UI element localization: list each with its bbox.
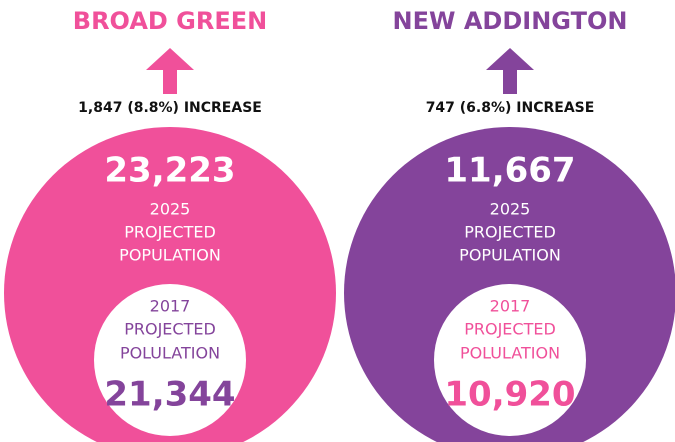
- panels: BROAD GREEN 1,847 (8.8%) INCREASE 23,223…: [4, 7, 675, 442]
- current-value: 21,344: [104, 375, 235, 415]
- increase-label: 1,847 (8.8%) INCREASE: [78, 100, 262, 116]
- arrow-head: [146, 48, 194, 70]
- current-line2: POLULATION: [120, 344, 220, 363]
- arrow-head: [486, 48, 534, 70]
- panel-new-addington: NEW ADDINGTON 747 (6.8%) INCREASE 11,667…: [344, 7, 675, 442]
- current-year: 2017: [150, 297, 191, 316]
- future-value: 23,223: [104, 151, 235, 191]
- future-line2: POPULATION: [459, 246, 561, 265]
- future-year: 2025: [490, 200, 531, 219]
- current-line1: PROJECTED: [124, 320, 216, 339]
- current-line1: PROJECTED: [464, 320, 556, 339]
- current-line2: POLULATION: [460, 344, 560, 363]
- inner-circle: [434, 284, 586, 436]
- future-year: 2025: [150, 200, 191, 219]
- arrow-shaft: [503, 66, 517, 94]
- future-value: 11,667: [444, 151, 575, 191]
- current-year: 2017: [490, 297, 531, 316]
- current-value: 10,920: [444, 375, 575, 415]
- future-line1: PROJECTED: [124, 223, 216, 242]
- future-line2: POPULATION: [119, 246, 221, 265]
- panel-title: BROAD GREEN: [73, 7, 267, 35]
- panel-broad-green: BROAD GREEN 1,847 (8.8%) INCREASE 23,223…: [4, 7, 336, 442]
- inner-circle: [94, 284, 246, 436]
- panel-title: NEW ADDINGTON: [393, 7, 628, 35]
- arrow-shaft: [163, 66, 177, 94]
- future-line1: PROJECTED: [464, 223, 556, 242]
- increase-label: 747 (6.8%) INCREASE: [426, 100, 595, 116]
